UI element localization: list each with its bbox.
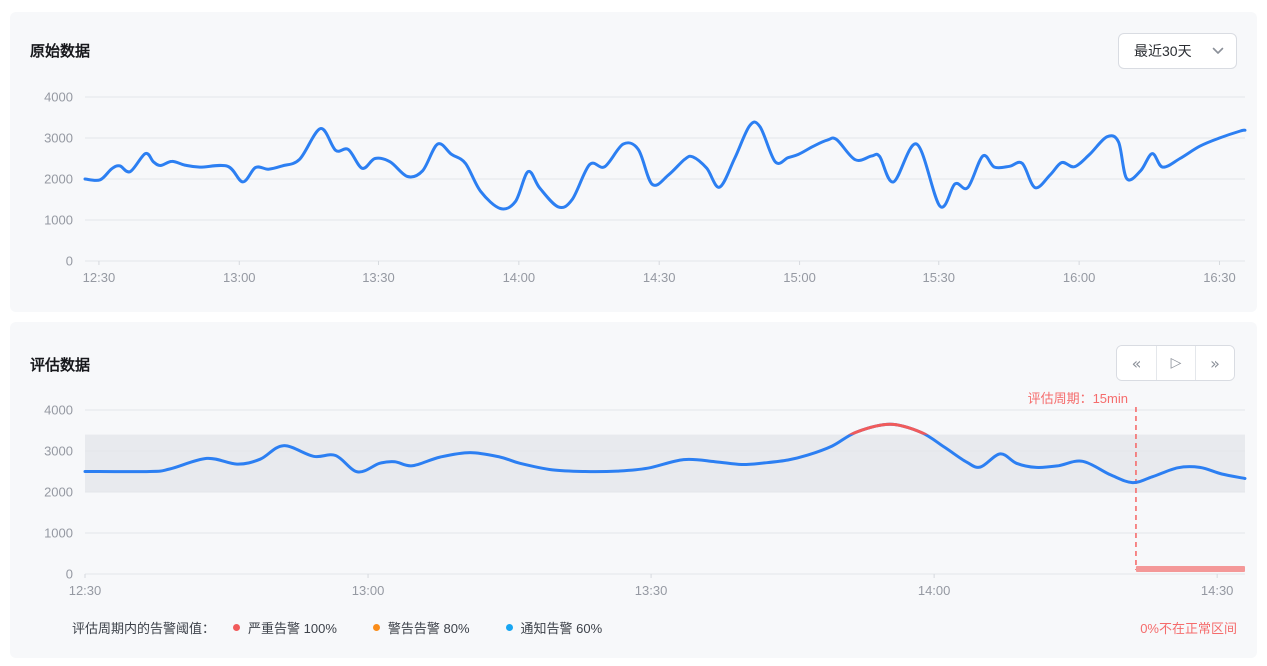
evaluation-data-chart: 0 1000 2000 3000 4000 12:30 13:00 13:30 14:00 14:… xyxy=(44,403,1247,598)
legend-item: 严重告警 100% xyxy=(233,618,337,637)
raw-data-panel: 0 1000 2000 3000 4000 12:30 13:00 13:30 14:00 14:… xyxy=(10,12,1257,312)
svg-text:13:00: 13:00 xyxy=(352,583,385,598)
legend-item-label: 通知告警 60% xyxy=(520,621,603,636)
threshold-legend: 评估周期内的告警阈值： 严重告警 100% 警告告警 80% 通知告警 60% xyxy=(72,618,638,637)
svg-text:3000: 3000 xyxy=(44,131,73,146)
svg-text:1000: 1000 xyxy=(44,213,73,228)
evaluation-data-panel-title: 评估数据 xyxy=(30,357,91,374)
svg-text:2000: 2000 xyxy=(44,172,73,187)
svg-text:14:30: 14:30 xyxy=(1201,583,1234,598)
raw-data-panel-title: 原始数据 xyxy=(30,43,91,60)
legend-dot-icon xyxy=(505,624,513,631)
time-range-select-value: 最近30天 xyxy=(1134,43,1192,59)
legend-item-label: 警告告警 80% xyxy=(387,621,470,636)
svg-text:13:30: 13:30 xyxy=(362,270,395,285)
svg-text:1000: 1000 xyxy=(44,526,73,541)
chevron-down-icon xyxy=(1212,47,1224,55)
svg-text:16:30: 16:30 xyxy=(1203,270,1236,285)
raw-data-chart: 0 1000 2000 3000 4000 12:30 13:00 13:30 14:00 14:… xyxy=(44,90,1247,285)
svg-text:12:30: 12:30 xyxy=(69,583,102,598)
legend-dot-icon xyxy=(233,624,241,631)
out-of-range-note: 0%不在正常区间 xyxy=(1140,621,1237,636)
evaluation-period-annotation: 评估周期：15min xyxy=(1027,391,1128,406)
legend-item: 通知告警 60% xyxy=(505,618,603,637)
svg-text:16:00: 16:00 xyxy=(1063,270,1096,285)
step-backward-button[interactable]: « xyxy=(1117,346,1156,380)
legend-dot-icon xyxy=(372,624,380,631)
svg-text:14:00: 14:00 xyxy=(503,270,536,285)
svg-text:13:30: 13:30 xyxy=(635,583,668,598)
evaluation-data-panel: 0 1000 2000 3000 4000 12:30 13:00 13:30 14:00 14:… xyxy=(10,322,1257,658)
play-icon: ▷ xyxy=(1170,355,1182,371)
svg-text:3000: 3000 xyxy=(44,444,73,459)
step-forward-button[interactable]: » xyxy=(1195,346,1234,380)
svg-text:14:00: 14:00 xyxy=(918,583,951,598)
svg-text:4000: 4000 xyxy=(44,90,73,105)
svg-text:15:00: 15:00 xyxy=(783,270,816,285)
double-chevron-right-icon: » xyxy=(1210,353,1220,373)
double-chevron-left-icon: « xyxy=(1131,353,1142,373)
legend-item-label: 严重告警 100% xyxy=(248,621,337,636)
svg-text:2000: 2000 xyxy=(44,485,73,500)
svg-text:0: 0 xyxy=(66,254,73,269)
time-range-select[interactable]: 最近30天 xyxy=(1118,33,1237,69)
svg-text:13:00: 13:00 xyxy=(223,270,256,285)
threshold-legend-prefix: 评估周期内的告警阈值： xyxy=(72,621,216,636)
playback-controls: « ▷ » xyxy=(1116,345,1235,381)
svg-text:14:30: 14:30 xyxy=(643,270,676,285)
svg-text:12:30: 12:30 xyxy=(83,270,116,285)
svg-text:0: 0 xyxy=(66,567,73,582)
svg-text:4000: 4000 xyxy=(44,403,73,418)
play-button[interactable]: ▷ xyxy=(1156,346,1195,380)
legend-item: 警告告警 80% xyxy=(372,618,470,637)
svg-text:15:30: 15:30 xyxy=(922,270,955,285)
